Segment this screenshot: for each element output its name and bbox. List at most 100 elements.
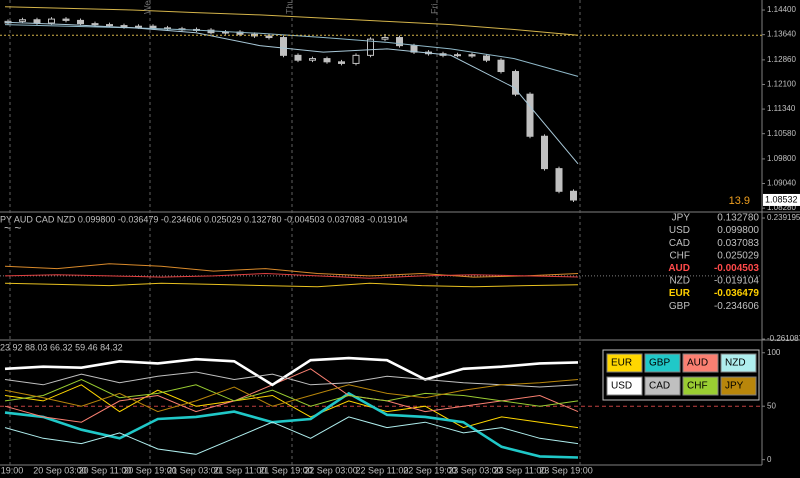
indicator-line [4, 379, 579, 413]
last-price-label: 1.08532 [765, 194, 798, 204]
legend-name: GBP [649, 358, 670, 369]
x-tick-label: 23 Sep 03:00 [448, 465, 502, 475]
y-tick-label: 1.12860 [767, 55, 796, 64]
candle-body [367, 38, 374, 56]
legend-value: 0.037083 [717, 238, 759, 249]
y-tick-label: 1.13640 [767, 30, 796, 39]
candle-body [91, 23, 99, 26]
candle-body [106, 24, 113, 27]
candle-body [77, 19, 84, 25]
legend-name: CAD [669, 238, 690, 249]
candle-body [19, 19, 26, 22]
y-tick-label: 1.11340 [767, 104, 796, 113]
legend-name: JPY [672, 213, 691, 224]
candle-body [352, 54, 360, 64]
candle-body [294, 54, 302, 61]
candle-body [570, 190, 577, 201]
legend-swatch [720, 353, 757, 373]
x-tick-label: 20 Sep 19:00 [123, 465, 177, 475]
candle-body [468, 54, 476, 57]
candle-body [135, 25, 142, 28]
legend-name: NZD [669, 276, 690, 287]
x-tick-label: 23 Sep 11:00 [494, 465, 547, 475]
legend-name: USD [669, 225, 690, 236]
legend-value: -0.234606 [714, 301, 759, 312]
y-tick-label: 1.09040 [767, 179, 796, 188]
last-price-box [763, 193, 800, 206]
candle-body [512, 71, 519, 95]
legend-swatch [682, 353, 719, 373]
y-tick-label: 0 [767, 455, 772, 464]
y-tick-label: 50 [767, 401, 776, 410]
x-tick-label: 22 Sep 11:00 [356, 465, 409, 475]
x-tick-label: 20 Sep 11:00 [79, 465, 132, 475]
legend-name: AUD [687, 358, 708, 369]
legend-swatch [606, 376, 643, 396]
day-label: Fri [429, 4, 439, 15]
indicator-icons: ~ ~ [4, 221, 21, 235]
legend-swatch [644, 376, 681, 396]
legend-swatch [644, 353, 681, 373]
candle-body [149, 25, 157, 29]
y-tick-label: 1.08280 [767, 203, 796, 212]
x-tick-label: 19:00 [1, 465, 24, 475]
candle-body [33, 19, 41, 24]
legend-name: GBP [669, 301, 690, 312]
candle-body [280, 37, 287, 56]
x-tick-label: 21 Sep 11:00 [214, 465, 267, 475]
legend-swatch [720, 376, 757, 396]
candle-body [541, 135, 548, 170]
candle-body [323, 58, 331, 63]
legend-swatch [682, 376, 719, 396]
indicator-line [4, 272, 579, 279]
y-tick-label: 100 [767, 348, 781, 357]
y-tick-label: 1.12100 [767, 80, 796, 89]
candle-body [497, 59, 505, 73]
indicator-line [4, 384, 579, 429]
indicator-line [4, 368, 579, 423]
y-tick-label: 1.09800 [767, 154, 796, 163]
x-tick-label: 22 Sep 03:00 [304, 465, 358, 475]
x-tick-label: 23 Sep 19:00 [539, 465, 593, 475]
x-tick-label: 21 Sep 03:00 [167, 465, 221, 475]
day-label: Thu [284, 0, 294, 14]
legend-name: USD [611, 381, 632, 392]
indicator-line [4, 371, 579, 388]
candle-body [62, 18, 70, 21]
x-tick-label: 20 Sep 03:00 [33, 465, 87, 475]
legend-value: 0.025029 [717, 250, 759, 261]
candle-body [483, 55, 490, 61]
legend-name: CHF [687, 381, 708, 392]
indicator-line [4, 263, 579, 278]
y-tick-label: -0.261087 [767, 334, 800, 343]
indicator-line [4, 282, 579, 288]
day-label: Wed [142, 0, 152, 14]
indicator-line [4, 21, 579, 165]
candle-body [120, 25, 128, 28]
candle-body [555, 168, 563, 192]
legend-name: JPY [725, 381, 744, 392]
candle-body [48, 18, 55, 24]
candle-body [338, 61, 345, 64]
candle-body [265, 35, 273, 39]
candle-body [309, 58, 316, 61]
legend-name: CHF [669, 250, 690, 261]
indicator-line [4, 6, 579, 36]
legend-name: AUD [668, 263, 690, 274]
candle-body [396, 37, 403, 47]
indicator-line [4, 416, 579, 455]
y-tick-label: 1.10580 [767, 129, 796, 138]
legend-name: NZD [725, 358, 746, 369]
legend-swatch [606, 353, 643, 373]
legend-value: -0.019104 [714, 276, 759, 287]
indicator-line [4, 378, 579, 407]
y-tick-label: 0.239195 [767, 213, 800, 222]
legend-value: -0.004503 [714, 263, 759, 274]
indicator-line [4, 24, 579, 77]
indicator-line [4, 391, 579, 459]
legend-name: EUR [669, 288, 691, 299]
legend-value: -0.036479 [714, 288, 759, 299]
candle-body [222, 31, 229, 34]
candle-body [526, 93, 534, 137]
